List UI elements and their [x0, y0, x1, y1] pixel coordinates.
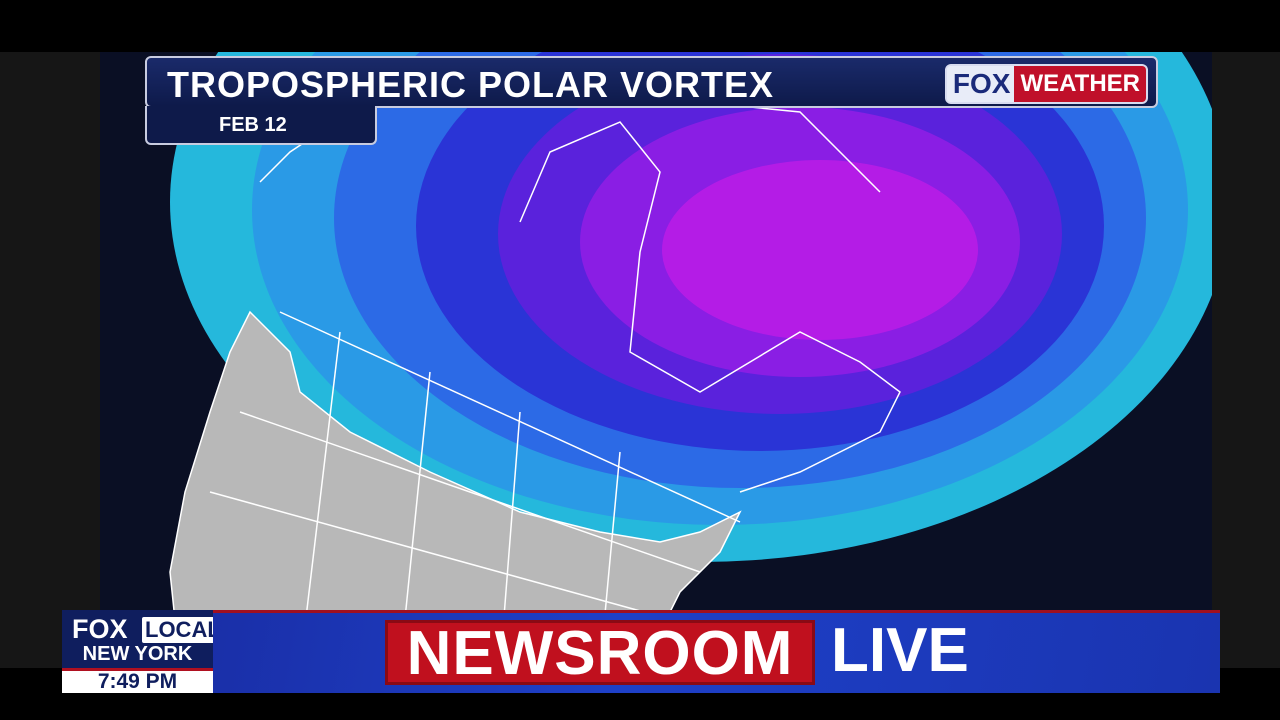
station-logo-fox: FOX — [72, 614, 128, 644]
station-logo-box: FOX LOCAL NEW YORK 7:49 PM — [62, 610, 224, 693]
date-tab: FEB 12 — [145, 106, 377, 145]
broadcast-time: 7:49 PM — [62, 668, 213, 693]
polar-vortex-map — [169, 52, 1212, 668]
logo-fox-text: FOX — [946, 66, 1015, 102]
graphic-title-bar: TROPOSPHERIC POLAR VORTEX FOX WEATHER — [145, 56, 1158, 108]
left-pillarbox — [0, 52, 100, 668]
broadcast-video: TROPOSPHERIC POLAR VORTEX FOX WEATHER FE… — [100, 52, 1212, 668]
program-title: NEWSROOM — [385, 620, 815, 685]
fox-weather-logo: FOX WEATHER — [944, 64, 1148, 104]
right-pillarbox — [1212, 52, 1280, 668]
graphic-date: FEB 12 — [219, 114, 287, 136]
vortex-band-6 — [662, 160, 978, 340]
us-landmass — [169, 310, 742, 668]
station-city: NEW YORK — [82, 643, 193, 665]
station-logo-local: LOCAL — [142, 617, 224, 643]
lower-third-bar: NEWSROOM LIVE — [213, 610, 1220, 693]
graphic-title: TROPOSPHERIC POLAR VORTEX — [167, 64, 775, 105]
vortex-bands — [170, 52, 1212, 562]
live-label: LIVE — [831, 616, 969, 685]
logo-weather-text: WEATHER — [1014, 66, 1146, 102]
